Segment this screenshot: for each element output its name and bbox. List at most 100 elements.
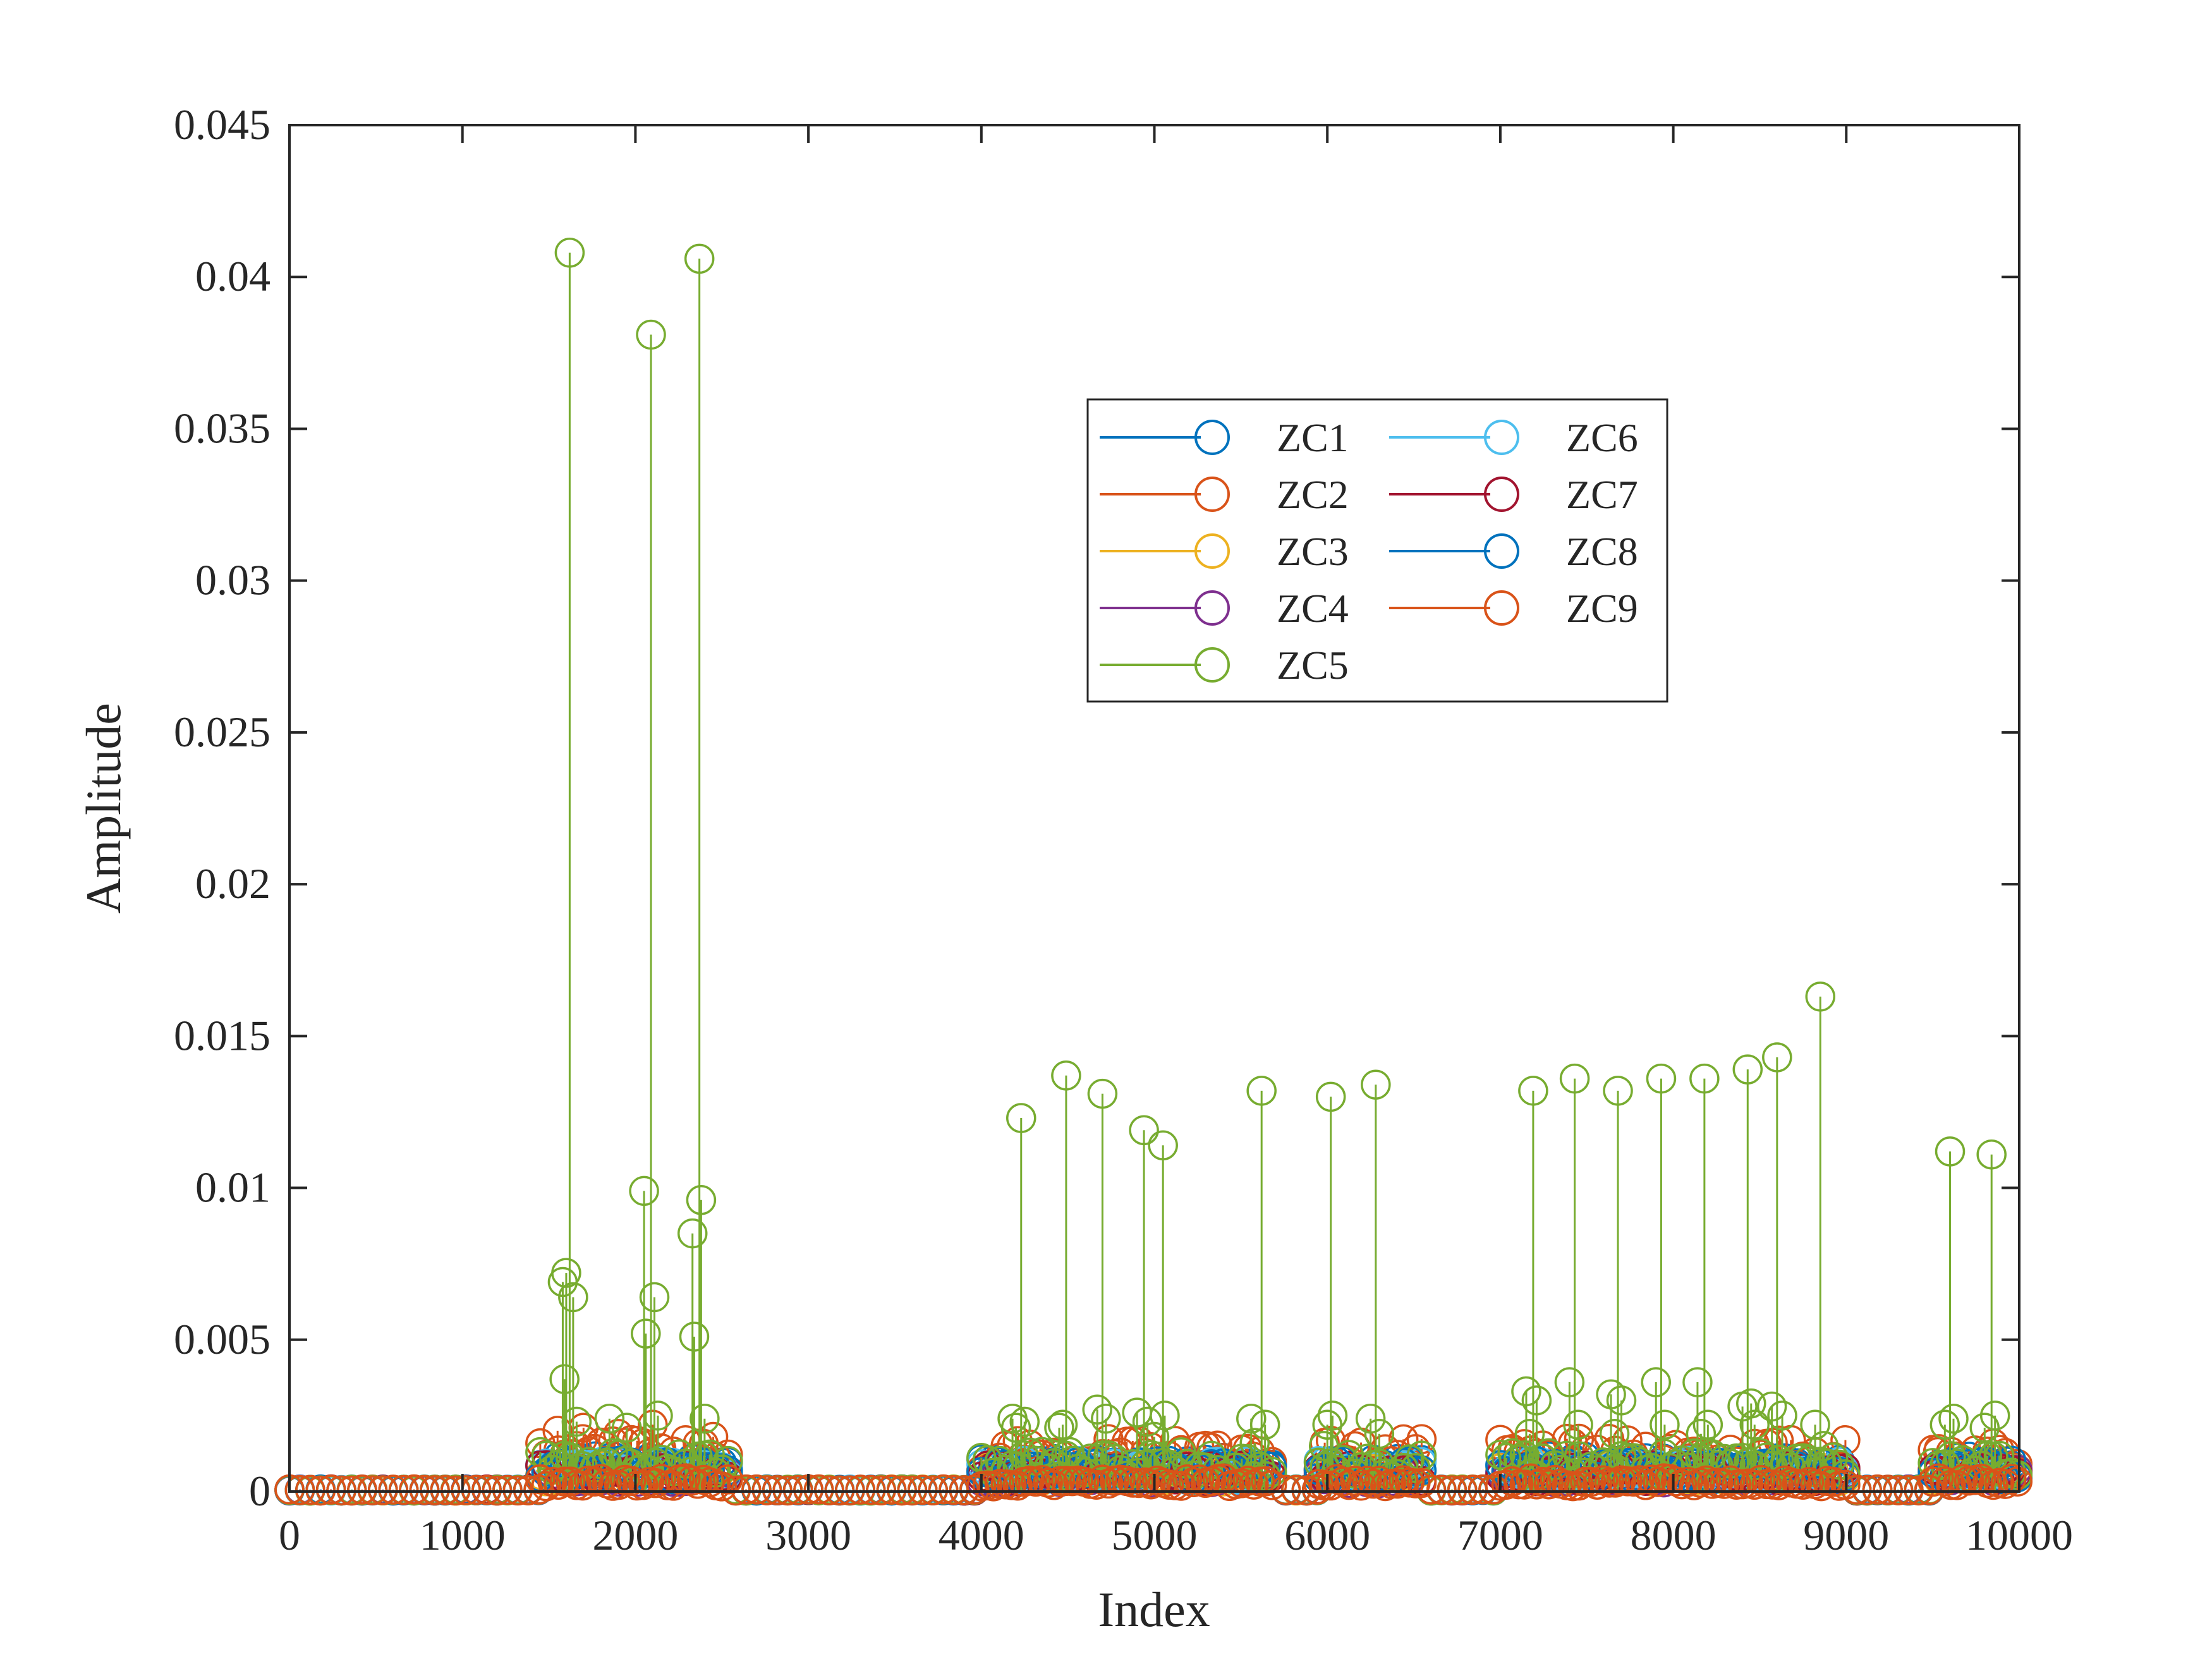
stem-marker xyxy=(741,1474,772,1505)
y-axis-label: Amplitude xyxy=(76,703,131,914)
stem-marker xyxy=(1756,1391,1787,1422)
stem-marker xyxy=(1511,1376,1541,1407)
x-tick-label: 0 xyxy=(279,1511,300,1559)
ticks-layer: 0 1000 2000 3000 4000 5000 6000 7000 8000 9000 100… xyxy=(174,100,2073,1559)
legend-entry-zc9: ZC9 xyxy=(1389,586,1638,631)
stem-marker xyxy=(1000,1413,1031,1443)
stem-marker xyxy=(679,1322,710,1352)
stem-marker xyxy=(1976,1139,2007,1170)
stem-marker xyxy=(492,1474,523,1505)
legend-entry-zc3: ZC3 xyxy=(1100,529,1349,574)
stem-marker xyxy=(1009,1406,1040,1437)
legend-label: ZC3 xyxy=(1277,529,1349,574)
legend-marker xyxy=(1194,477,1230,512)
stem-marker xyxy=(762,1475,793,1505)
stem-marker xyxy=(420,1475,450,1505)
x-tick-label: 2000 xyxy=(592,1511,678,1559)
stem-marker xyxy=(731,1474,762,1505)
y-tick-label: 0.025 xyxy=(174,708,270,756)
stem-marker xyxy=(1166,1471,1196,1501)
stem-marker xyxy=(1382,1468,1413,1499)
stem-marker xyxy=(1045,1466,1076,1497)
stem-marker xyxy=(1692,1409,1723,1440)
stem-marker xyxy=(1406,1468,1437,1498)
stem-marker xyxy=(686,1185,717,1215)
stem-marker xyxy=(1660,1466,1691,1497)
stem-marker xyxy=(939,1474,969,1505)
stem-marker xyxy=(1599,1418,1630,1449)
stem-marker xyxy=(295,1474,325,1505)
y-tick-label: 0.04 xyxy=(195,252,270,300)
stem-marker xyxy=(1340,1466,1370,1496)
stem-marker xyxy=(1232,1466,1263,1496)
stem-marker xyxy=(1709,1443,1740,1474)
legend-marker xyxy=(1194,420,1230,455)
stem-marker xyxy=(1054,1437,1085,1468)
stem-marker xyxy=(368,1475,398,1505)
stem-marker xyxy=(1873,1474,1903,1505)
stem-marker xyxy=(1736,1388,1766,1419)
stem-marker xyxy=(284,1474,315,1505)
y-tick-label: 0 xyxy=(249,1467,270,1515)
stem-marker xyxy=(1841,1474,1872,1505)
stem-marker xyxy=(907,1474,938,1505)
stem-marker xyxy=(1739,1469,1770,1500)
stem-marker xyxy=(1996,1464,2027,1494)
stem-marker xyxy=(1236,1403,1267,1434)
stem-marker xyxy=(388,1474,419,1505)
stem-marker xyxy=(558,1282,588,1313)
x-tick-label: 8000 xyxy=(1631,1511,1717,1559)
stem-marker xyxy=(561,1406,592,1437)
stem-marker xyxy=(639,1282,670,1313)
stem-marker xyxy=(1047,1409,1078,1440)
x-tick-label: 9000 xyxy=(1803,1511,1889,1559)
stem-marker xyxy=(1132,1406,1163,1437)
stem-marker xyxy=(1246,1076,1277,1106)
stem-marker xyxy=(845,1474,875,1505)
stem-marker xyxy=(1150,1401,1180,1431)
stem-marker xyxy=(684,243,715,274)
stem-marker xyxy=(1334,1469,1364,1500)
stem-marker xyxy=(1709,1469,1740,1499)
stem-marker xyxy=(782,1475,813,1505)
stem-marker xyxy=(554,238,585,268)
stem-marker xyxy=(1087,1464,1118,1495)
stem-marker xyxy=(1251,1466,1281,1497)
y-tick-label: 0.03 xyxy=(195,556,270,604)
legend-marker xyxy=(1484,420,1519,455)
stem-marker xyxy=(549,1364,580,1394)
stem-marker xyxy=(1051,1060,1081,1091)
legend-entry-zc1: ZC1 xyxy=(1100,415,1349,460)
stem-marker xyxy=(1824,1449,1855,1480)
legend: ZC1 ZC2 ZC3 ZC4 ZC5 ZC6 ZC7 ZC8 ZC9 xyxy=(1086,398,1668,703)
stem-marker xyxy=(1521,1385,1552,1416)
legend-entry-zc8: ZC8 xyxy=(1389,529,1638,574)
stem-marker xyxy=(347,1474,377,1505)
stem-marker xyxy=(683,1469,713,1499)
stem-marker xyxy=(1732,1054,1763,1085)
stem-marker xyxy=(1643,1467,1673,1497)
stem-marker xyxy=(1491,1469,1522,1500)
stem-marker xyxy=(876,1474,907,1505)
stem-marker xyxy=(556,1466,586,1497)
stem-marker xyxy=(1935,1136,1966,1167)
stem-marker xyxy=(1606,1385,1637,1416)
stem-marker xyxy=(677,1218,708,1249)
y-tick-label: 0.015 xyxy=(174,1011,270,1059)
stem-marker xyxy=(1026,1465,1057,1495)
x-axis-label: Index xyxy=(1098,1582,1210,1637)
stem-marker xyxy=(551,1258,581,1288)
stem-marker xyxy=(1594,1468,1625,1498)
stem-marker xyxy=(1805,981,1835,1012)
stem-marker xyxy=(1358,1468,1389,1499)
legend-label: ZC8 xyxy=(1566,529,1638,574)
x-tick-label: 6000 xyxy=(1284,1511,1370,1559)
stem-marker xyxy=(1570,1466,1600,1497)
stem-marker xyxy=(1746,1465,1776,1495)
stem-marker xyxy=(676,1466,707,1496)
legend-entry-zc4: ZC4 xyxy=(1100,586,1349,631)
stem-marker xyxy=(378,1474,408,1505)
legend-marker xyxy=(1484,533,1519,569)
stem-marker xyxy=(1929,1466,1960,1497)
y-tick-label: 0.005 xyxy=(174,1315,270,1363)
